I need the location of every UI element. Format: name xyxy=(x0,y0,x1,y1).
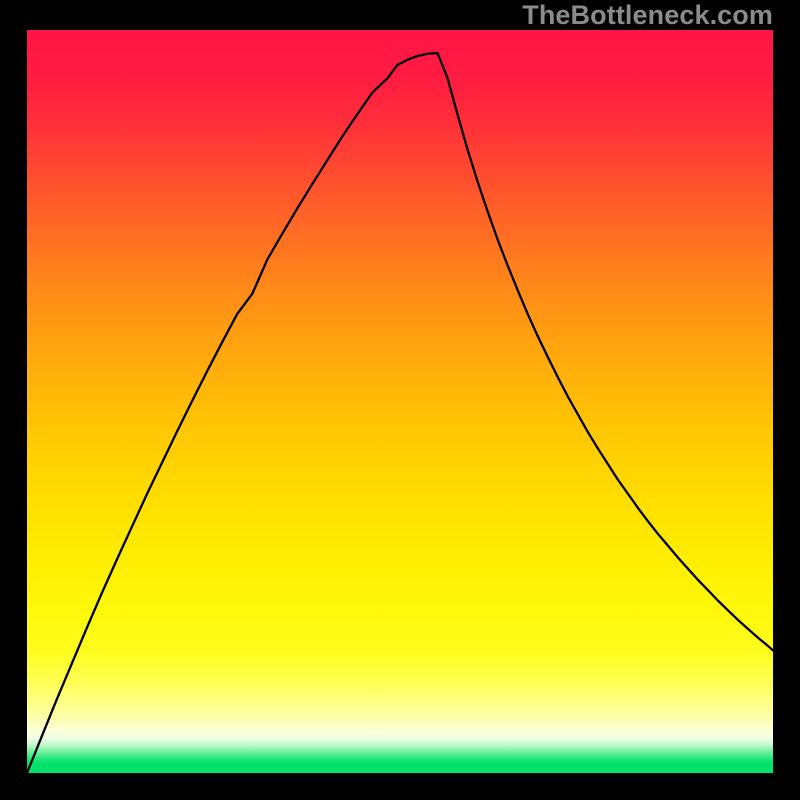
frame-right xyxy=(773,0,800,800)
chart-root: TheBottleneck.com xyxy=(0,0,800,800)
watermark-text: TheBottleneck.com xyxy=(522,0,773,31)
plot-area xyxy=(27,30,773,773)
frame-bottom xyxy=(0,773,800,800)
frame-left xyxy=(0,0,27,800)
optimum-marker xyxy=(27,30,773,773)
